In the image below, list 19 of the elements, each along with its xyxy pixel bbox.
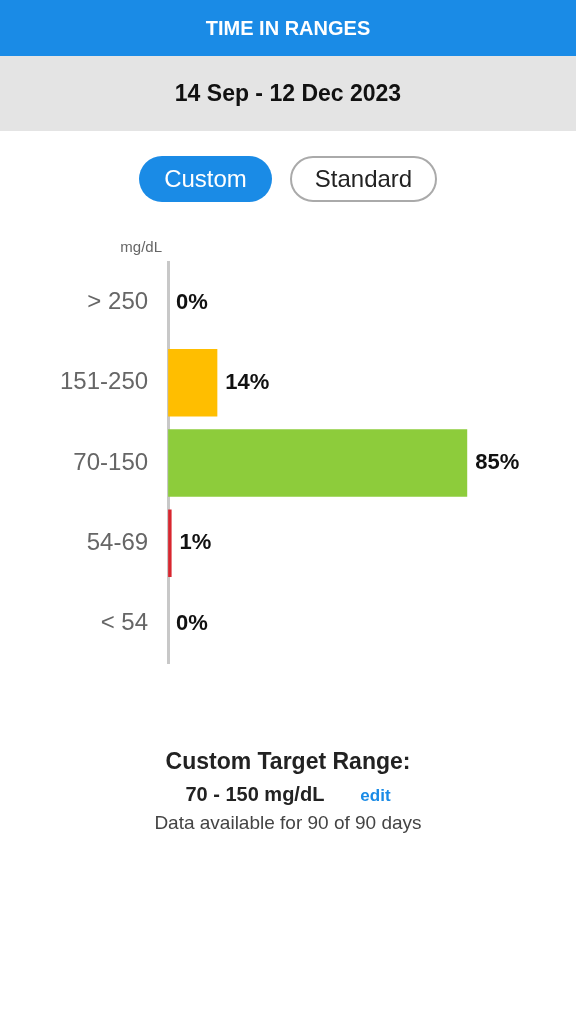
text: Standard (290, 156, 437, 202)
chart-subtitle: 14 Sep - 12 Dec 2023 (0, 56, 576, 131)
chart-title: TIME IN RANGES (0, 0, 576, 56)
text: Data available for 90 of 90 days (153, 812, 423, 834)
data-label: 1% (179, 529, 212, 555)
data-label: 0% (176, 288, 208, 314)
text: edit (360, 786, 391, 805)
data-label: 14% (225, 368, 270, 394)
text: Custom Target Range: (164, 748, 412, 775)
data-label: 85% (475, 449, 520, 475)
data-label: 0% (176, 609, 208, 635)
y-tick-label: 70-150 (73, 447, 149, 475)
y-axis-title: mg/dL (119, 238, 162, 255)
y-tick-label: > 250 (87, 287, 149, 315)
y-tick-label: 54-69 (86, 527, 149, 555)
text: 70 - 150 mg/dL (185, 783, 325, 805)
y-tick-label: < 54 (100, 608, 149, 636)
text: Custom (139, 156, 272, 202)
y-tick-label: 151-250 (60, 367, 149, 395)
